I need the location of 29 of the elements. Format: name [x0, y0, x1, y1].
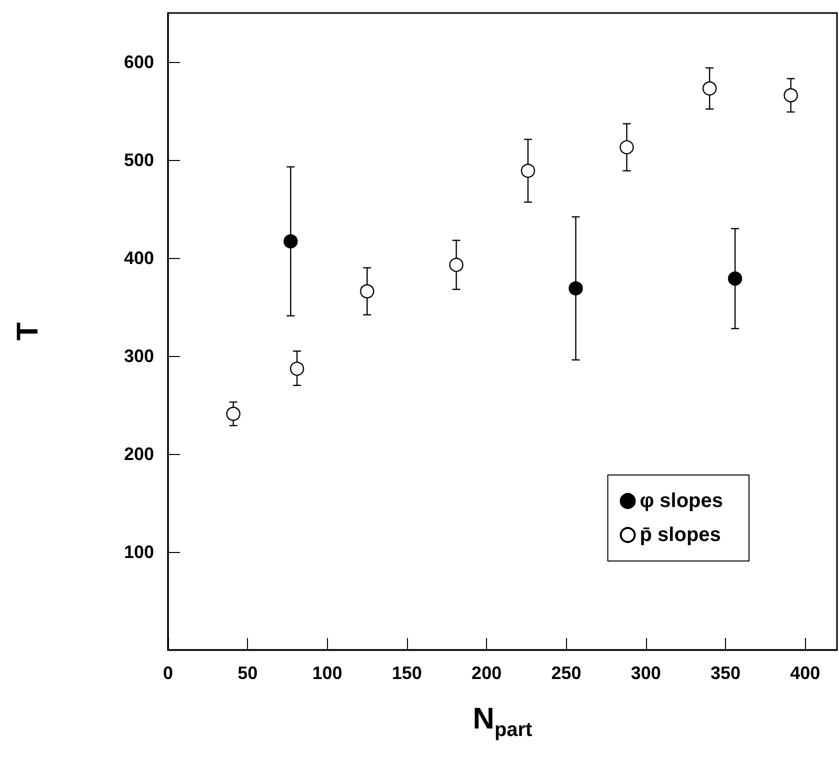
x-tick-label: 250 [551, 663, 582, 683]
point [290, 362, 304, 376]
point [449, 258, 464, 272]
x-tick-label: 150 [392, 663, 422, 683]
y-tick-label: 300 [124, 346, 154, 366]
point [784, 88, 798, 102]
point [728, 271, 742, 286]
point [284, 234, 298, 248]
point [226, 406, 240, 421]
x-tick-label: 300 [630, 663, 661, 683]
point [568, 281, 583, 296]
x-tick-label: 350 [710, 663, 741, 683]
x-tick-label: 200 [472, 663, 502, 683]
point [360, 284, 374, 298]
x-tick-label: 100 [312, 663, 342, 683]
y-tick-label: 500 [124, 150, 154, 170]
y-tick-label: 100 [124, 542, 154, 562]
y-tick-label: 400 [124, 248, 154, 268]
legend-label: p̄ slopes [640, 524, 721, 546]
y-axis-title: T [12, 322, 44, 341]
y-tick-label: 600 [124, 52, 154, 72]
legend-label: φ slopes [640, 490, 724, 512]
x-tick-label: 400 [790, 663, 820, 683]
point [520, 164, 536, 178]
x-tick-label: 0 [162, 663, 174, 683]
x-tick-label: 50 [238, 663, 258, 683]
point [620, 140, 634, 154]
point [702, 81, 717, 96]
y-tick-label: 200 [124, 444, 154, 464]
